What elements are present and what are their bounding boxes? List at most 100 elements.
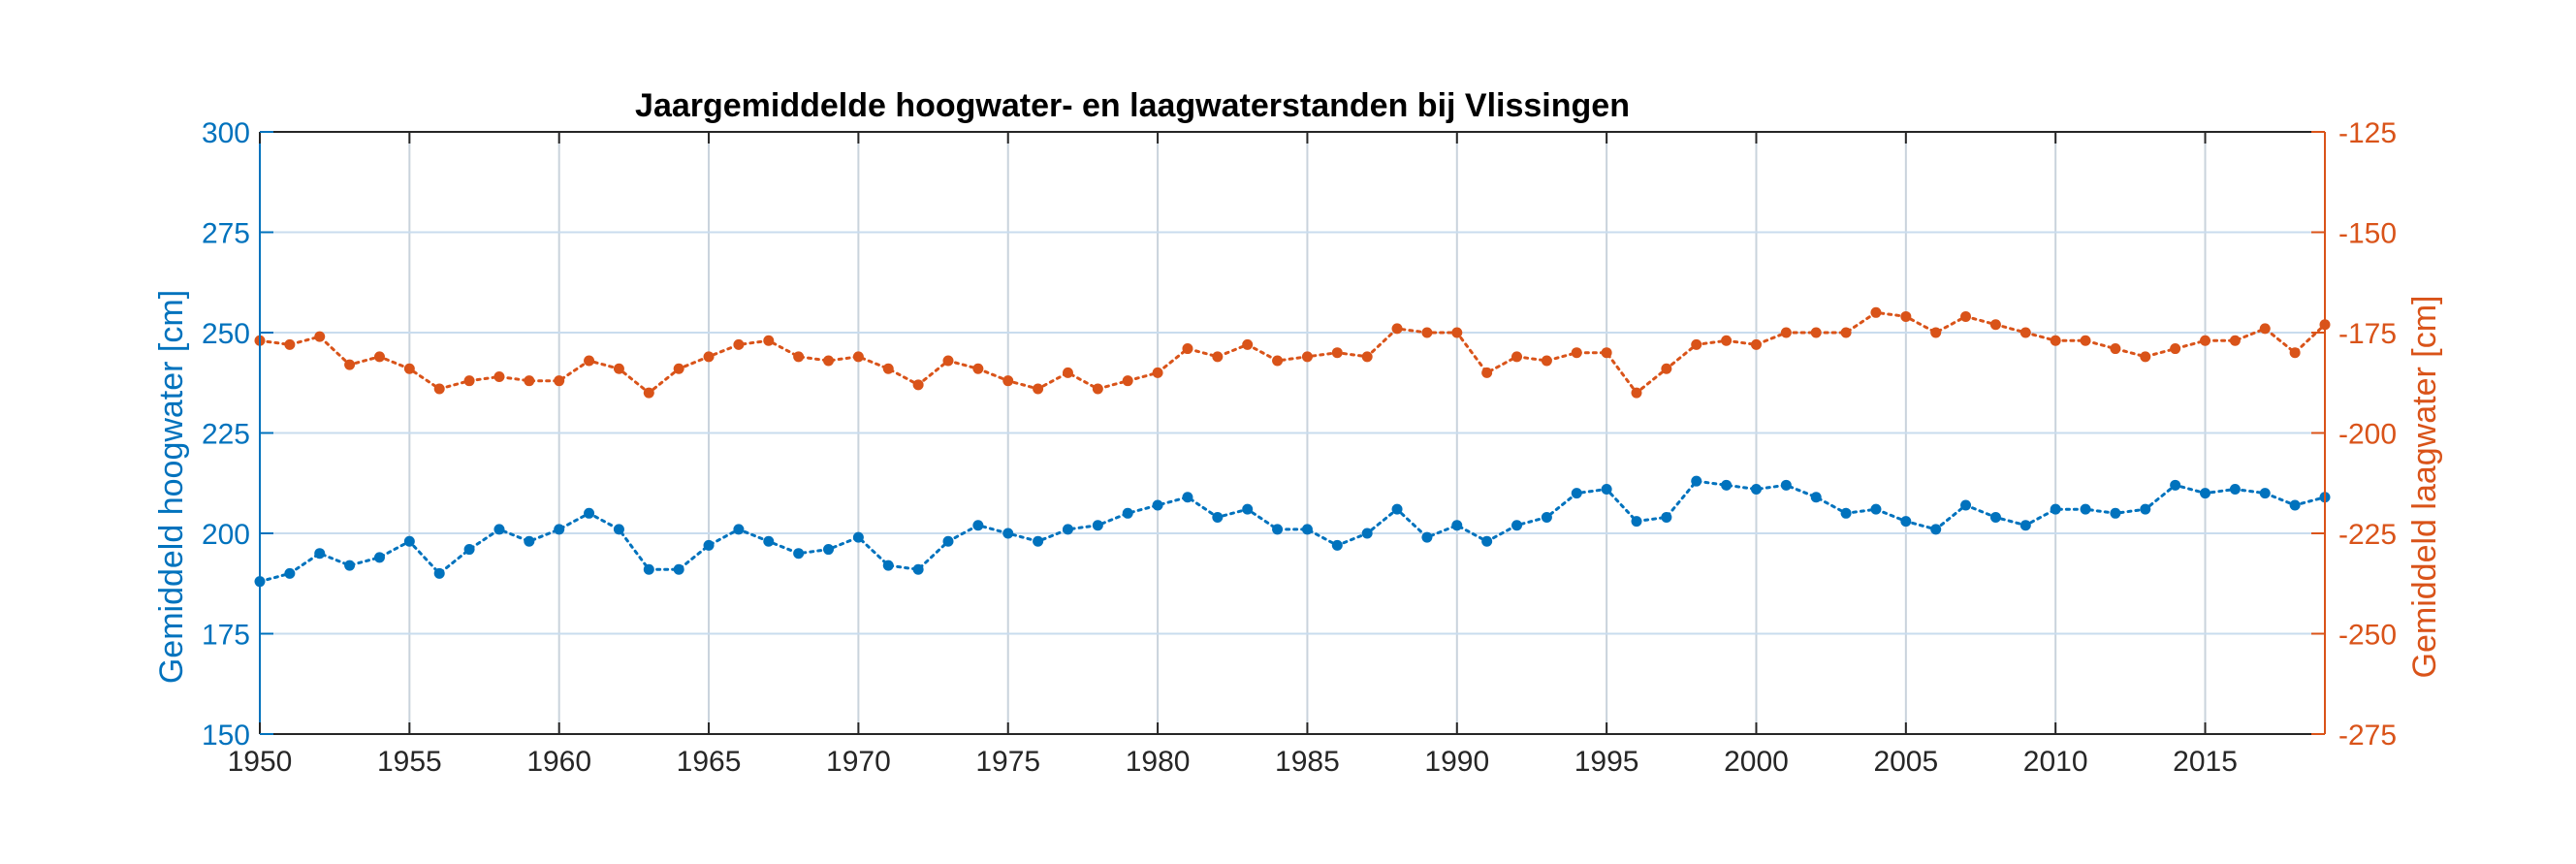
- right-y-tick-label: -200: [2338, 419, 2397, 451]
- laagwater-data-point: [1631, 387, 1642, 399]
- hoogwater-data-point: [554, 524, 565, 535]
- hoogwater-data-point: [1631, 516, 1642, 528]
- x-tick-label: 1985: [1275, 746, 1340, 778]
- hoogwater-data-point: [1870, 503, 1882, 515]
- hoogwater-data-point: [2110, 507, 2121, 519]
- hoogwater-data-point: [1242, 503, 1254, 515]
- hoogwater-data-point: [1780, 479, 1792, 491]
- laagwater-data-point: [793, 351, 805, 363]
- hoogwater-data-point: [613, 524, 624, 535]
- laagwater-data-point: [1301, 351, 1313, 363]
- laagwater-data-point: [733, 338, 745, 350]
- hoogwater-data-point: [1541, 511, 1552, 523]
- laagwater-data-point: [2140, 351, 2151, 363]
- hoogwater-data-point: [2200, 488, 2211, 499]
- hoogwater-data-point: [584, 507, 595, 519]
- laagwater-data-point: [1601, 347, 1612, 359]
- hoogwater-data-point: [2170, 479, 2181, 491]
- laagwater-data-point: [1481, 367, 1493, 378]
- laagwater-data-point: [2259, 323, 2271, 335]
- axes-layer: 1950 1955 1960 1965 1970 1975 1980 1985 1990 1995…: [202, 117, 2397, 778]
- laagwater-data-point: [972, 363, 984, 374]
- hoogwater-data-point: [2289, 499, 2301, 511]
- hoogwater-data-point: [2259, 488, 2271, 499]
- laagwater-data-point: [1691, 338, 1702, 350]
- hoogwater-series-line: [258, 479, 2327, 584]
- hoogwater-data-point: [763, 535, 775, 547]
- hoogwater-data-point: [1960, 499, 1972, 511]
- x-tick-label: 1975: [975, 746, 1040, 778]
- x-tick-label: 1950: [228, 746, 293, 778]
- laagwater-data-point: [1511, 351, 1523, 363]
- laagwater-data-point: [344, 359, 356, 370]
- hoogwater-data-point: [1481, 535, 1493, 547]
- laagwater-data-point: [2229, 335, 2241, 346]
- laagwater-data-point: [763, 335, 775, 346]
- laagwater-data-point: [1272, 355, 1284, 367]
- x-tick-label: 1990: [1424, 746, 1489, 778]
- laagwater-data-point: [1900, 310, 1912, 322]
- left-y-tick-label: 275: [202, 218, 250, 250]
- laagwater-data-point: [433, 383, 445, 395]
- hoogwater-data-point: [1301, 524, 1313, 535]
- right-y-tick-label: -225: [2338, 519, 2397, 551]
- laagwater-data-point: [1989, 319, 2001, 331]
- laagwater-data-point: [1331, 347, 1343, 359]
- hoogwater-data-point: [2019, 520, 2031, 531]
- left-y-tick-label: 200: [202, 519, 250, 551]
- laagwater-data-point: [1152, 367, 1163, 378]
- laagwater-data-point: [1661, 363, 1672, 374]
- laagwater-data-point: [1002, 375, 1014, 387]
- hoogwater-data-point: [1451, 520, 1463, 531]
- right-y-tick-label: -275: [2338, 720, 2397, 752]
- laagwater-data-point: [912, 379, 924, 391]
- laagwater-data-point: [373, 351, 385, 363]
- hoogwater-data-point: [344, 560, 356, 571]
- hoogwater-data-point: [1331, 539, 1343, 551]
- laagwater-data-point: [1750, 338, 1762, 350]
- hoogwater-data-point: [1212, 511, 1224, 523]
- laagwater-data-point: [703, 351, 715, 363]
- hoogwater-data-point: [1810, 492, 1822, 503]
- hoogwater-data-point: [1900, 516, 1912, 528]
- hoogwater-data-point: [2080, 503, 2091, 515]
- laagwater-data-point: [524, 375, 535, 387]
- hoogwater-data-point: [793, 548, 805, 560]
- x-tick-label: 1980: [1126, 746, 1191, 778]
- hoogwater-data-point: [1033, 535, 1044, 547]
- hoogwater-data-point: [1361, 528, 1373, 539]
- laagwater-data-point: [403, 363, 415, 374]
- x-tick-label: 1965: [677, 746, 742, 778]
- hoogwater-data-point: [1601, 483, 1612, 495]
- hoogwater-data-point: [1152, 499, 1163, 511]
- laagwater-series-line: [258, 310, 2327, 396]
- laagwater-data-point: [1391, 323, 1403, 335]
- laagwater-data-point: [1182, 343, 1193, 355]
- hoogwater-data-point: [1840, 507, 1852, 519]
- x-tick-label: 2000: [1724, 746, 1789, 778]
- laagwater-data-point: [613, 363, 624, 374]
- hoogwater-data-point: [284, 567, 296, 579]
- hoogwater-data-point: [972, 520, 984, 531]
- hoogwater-data-point: [314, 548, 326, 560]
- left-y-tick-label: 250: [202, 318, 250, 350]
- grid-lines: [260, 132, 2325, 734]
- hoogwater-data-point: [852, 531, 864, 543]
- laagwater-data-point: [554, 375, 565, 387]
- laagwater-data-point: [1421, 327, 1433, 338]
- hoogwater-data-point: [403, 535, 415, 547]
- laagwater-data-point: [493, 371, 505, 383]
- hoogwater-data-point: [2050, 503, 2061, 515]
- hoogwater-data-point: [1989, 511, 2001, 523]
- laagwater-data-point: [1541, 355, 1552, 367]
- hoogwater-data-point: [912, 563, 924, 575]
- laagwater-data-point: [1870, 306, 1882, 318]
- laagwater-data-point: [584, 355, 595, 367]
- laagwater-data-point: [2080, 335, 2091, 346]
- hoogwater-data-point: [1421, 531, 1433, 543]
- hoogwater-data-point: [433, 567, 445, 579]
- hoogwater-data-point: [1750, 483, 1762, 495]
